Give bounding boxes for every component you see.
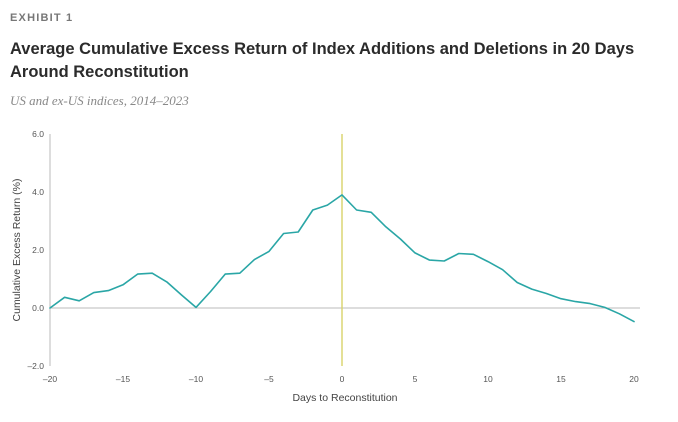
y-axis-label: Cumulative Excess Return (%) xyxy=(11,179,23,322)
y-tick-label: 0.0 xyxy=(32,303,44,313)
x-tick-label: –20 xyxy=(43,374,57,384)
x-tick-label: –5 xyxy=(264,374,274,384)
y-tick-label: 4.0 xyxy=(32,187,44,197)
exhibit-label: EXHIBIT 1 xyxy=(10,12,74,24)
x-tick-label: 5 xyxy=(413,374,418,384)
axes xyxy=(49,134,640,366)
x-tick-label: –10 xyxy=(189,374,203,384)
x-tick-label: 15 xyxy=(556,374,566,384)
y-tick-label: 2.0 xyxy=(32,245,44,255)
x-axis-label: Days to Reconstitution xyxy=(292,392,397,404)
series-line xyxy=(49,194,635,323)
series-marks xyxy=(49,194,635,323)
x-tick-label: 0 xyxy=(340,374,345,384)
tick-labels: –2.0 0.0 2.0 4.0 6.0 –20 –15 –10 –5 0 5 10 15 20 xyxy=(27,129,639,384)
y-tick-label: –2.0 xyxy=(27,361,44,371)
chart-title: Average Cumulative Excess Return of Inde… xyxy=(10,40,635,81)
y-tick-label: 6.0 xyxy=(32,129,44,139)
x-tick-label: –15 xyxy=(116,374,130,384)
x-tick-label: 10 xyxy=(483,374,493,384)
x-tick-label: 20 xyxy=(629,374,639,384)
chart-subtitle: US and ex-US indices, 2014–2023 xyxy=(10,93,189,108)
